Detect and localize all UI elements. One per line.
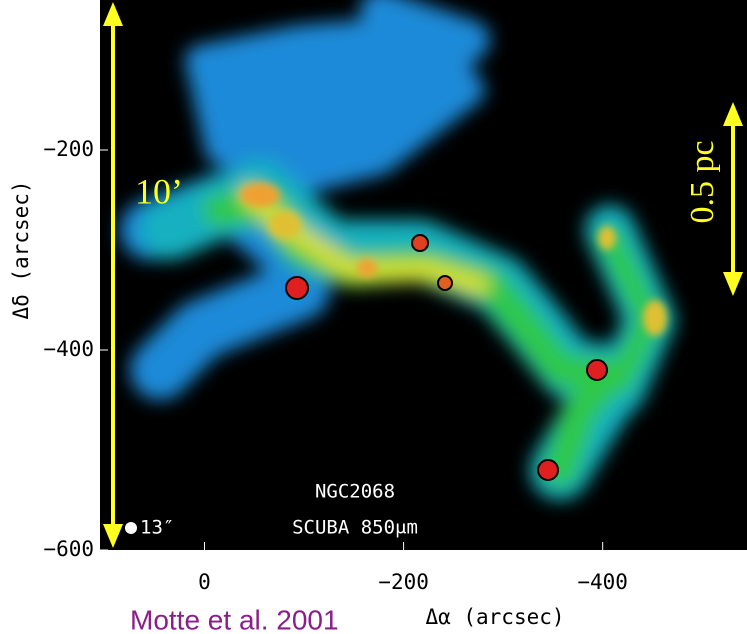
length-scale-label: 0.5 pc [684, 140, 721, 223]
instrument-label: SCUBA 850μm [292, 517, 418, 539]
x-tick-label: −200 [378, 570, 429, 594]
y-tick-label: −600 [43, 537, 94, 561]
y-axis-label: Δδ (arcsec) [9, 180, 33, 319]
scale-arrows [103, 2, 743, 548]
credit: Motte et al. 2001 [130, 604, 339, 634]
x-tick-label: −400 [577, 570, 628, 594]
x-axis-label: Δα (arcsec) [425, 605, 564, 629]
x-tick-label: 0 [198, 570, 211, 594]
beam-label: 13″ [140, 517, 174, 539]
source-label: NGC2068 [315, 481, 395, 503]
y-tick-label: −400 [43, 337, 94, 361]
y-tick-label: −200 [43, 137, 94, 161]
compact-cores [285, 234, 608, 481]
beam-marker [125, 522, 137, 534]
cores [240, 183, 667, 336]
map-image [100, 0, 747, 550]
angle-scale-label: 10’ [135, 171, 183, 211]
